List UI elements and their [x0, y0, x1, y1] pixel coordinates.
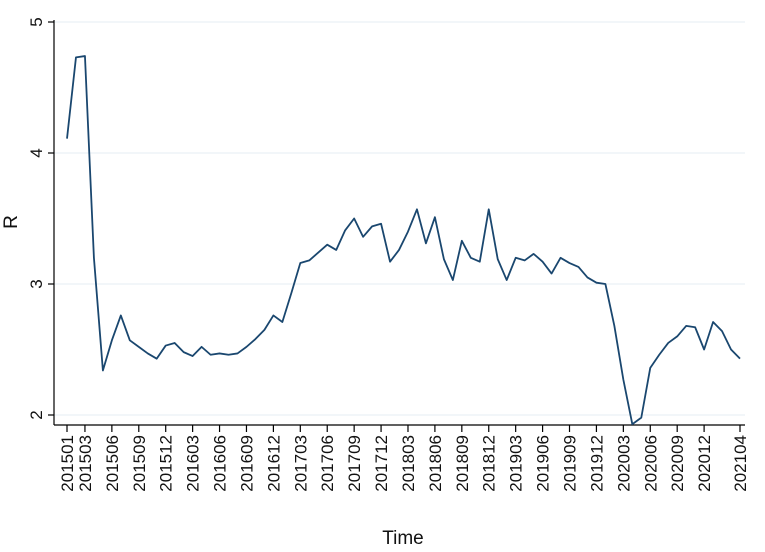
x-tick-label: 201703 [291, 435, 310, 492]
x-axis-title: Time [382, 528, 424, 549]
x-tick-label: 201612 [264, 435, 283, 492]
axes [53, 20, 745, 426]
x-tick-label: 202009 [668, 435, 687, 492]
x-tick-label: 201501 [58, 435, 77, 492]
x-tick-label: 201806 [426, 435, 445, 492]
x-tick-label: 201706 [318, 435, 337, 492]
y-axis-ticks: 2 3 4 5 [27, 17, 54, 420]
x-tick-label: 201712 [372, 435, 391, 492]
x-tick-label: 201506 [103, 435, 122, 492]
x-tick-label: 202003 [614, 435, 633, 492]
x-tick-label: 201606 [211, 435, 230, 492]
x-tick-label: 201903 [507, 435, 526, 492]
y-tick-label: 2 [27, 410, 46, 419]
x-tick-label: 201512 [157, 435, 176, 492]
x-tick-label: 202006 [641, 435, 660, 492]
series-line [66, 55, 741, 426]
y-tick-label: 4 [27, 148, 46, 157]
x-tick-label: 201803 [399, 435, 418, 492]
x-tick-label: 201609 [237, 435, 256, 492]
x-tick-label: 201809 [453, 435, 472, 492]
y-tick-label: 3 [27, 279, 46, 288]
x-tick-label: 201912 [587, 435, 606, 492]
x-tick-label: 201812 [480, 435, 499, 492]
x-tick-label: 201503 [76, 435, 95, 492]
y-tick-label: 5 [27, 17, 46, 26]
x-tick-label: 201709 [345, 435, 364, 492]
x-tick-label: 201603 [184, 435, 203, 492]
x-tick-label: 201509 [130, 435, 149, 492]
x-tick-label: 202104 [731, 435, 750, 492]
x-tick-label: 202012 [695, 435, 714, 492]
x-tick-label: 201909 [561, 435, 580, 492]
y-axis-title: R [1, 215, 22, 229]
x-tick-label: 201906 [534, 435, 553, 492]
